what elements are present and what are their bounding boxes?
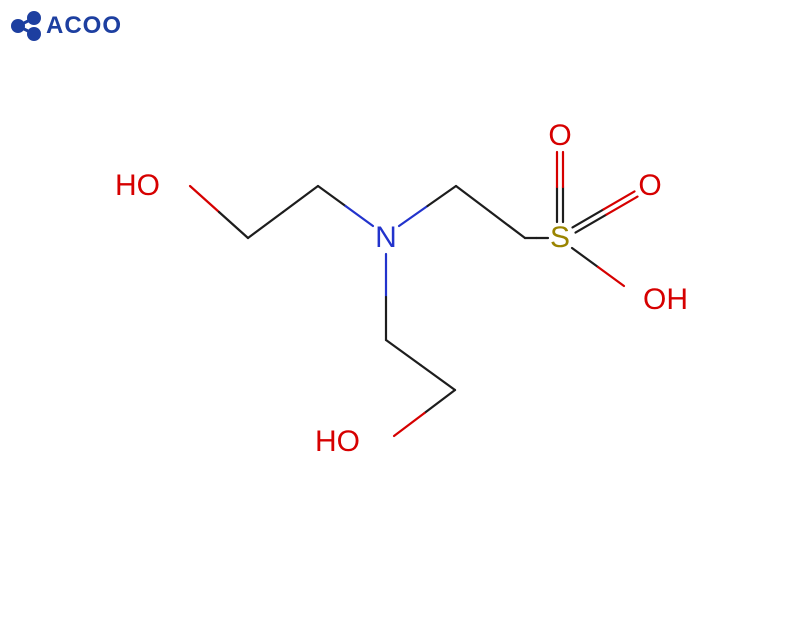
atom-s: S (550, 221, 570, 255)
atom-ho2: HO (315, 425, 360, 459)
atom-o3: OH (643, 283, 688, 317)
atom-o1: O (548, 119, 571, 153)
atom-ho1: HO (115, 169, 160, 203)
bond-layer (190, 152, 638, 436)
atom-o2: O (638, 169, 661, 203)
atom-n: N (375, 221, 397, 255)
